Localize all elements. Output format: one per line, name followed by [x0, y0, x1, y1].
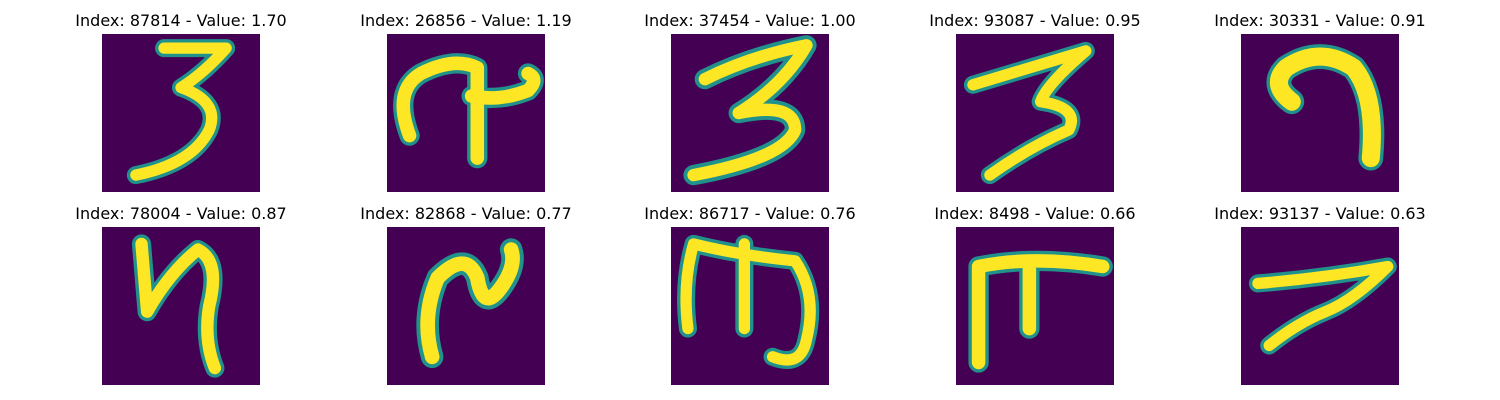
- panel-10: Index: 93137 - Value: 0.63: [1170, 205, 1470, 395]
- digit-image: [956, 34, 1114, 192]
- digit-3-icon: [102, 34, 260, 192]
- panel-title: Index: 87814 - Value: 1.70: [75, 11, 287, 30]
- panel-3: Index: 37454 - Value: 1.00: [600, 12, 900, 202]
- digit-image: [387, 227, 545, 385]
- handwritten-glyph-icon: [671, 227, 829, 385]
- handwritten-glyph-icon: [956, 227, 1114, 385]
- panel-title: Index: 30331 - Value: 0.91: [1214, 11, 1426, 30]
- panel-title: Index: 26856 - Value: 1.19: [360, 11, 572, 30]
- panel-7: Index: 82868 - Value: 0.77: [316, 205, 616, 395]
- panel-title: Index: 37454 - Value: 1.00: [644, 11, 856, 30]
- digit-7-icon: [1241, 227, 1399, 385]
- digit-image: [671, 227, 829, 385]
- handwritten-glyph-icon: [387, 227, 545, 385]
- panel-6: Index: 78004 - Value: 0.87: [31, 205, 331, 395]
- panel-8: Index: 86717 - Value: 0.76: [600, 205, 900, 395]
- panel-1: Index: 87814 - Value: 1.70: [31, 12, 331, 202]
- panel-title: Index: 93137 - Value: 0.63: [1214, 204, 1426, 223]
- panel-title: Index: 82868 - Value: 0.77: [360, 204, 572, 223]
- handwritten-glyph-icon: [102, 227, 260, 385]
- digit-image: [671, 34, 829, 192]
- panel-4: Index: 93087 - Value: 0.95: [885, 12, 1185, 202]
- panel-title: Index: 8498 - Value: 0.66: [934, 204, 1136, 223]
- digit-image: [102, 34, 260, 192]
- panel-title: Index: 86717 - Value: 0.76: [644, 204, 856, 223]
- panel-title: Index: 93087 - Value: 0.95: [929, 11, 1141, 30]
- digit-image: [1241, 227, 1399, 385]
- panel-5: Index: 30331 - Value: 0.91: [1170, 12, 1470, 202]
- digit-image: [102, 227, 260, 385]
- handwritten-glyph-icon: [1241, 34, 1399, 192]
- panel-9: Index: 8498 - Value: 0.66: [885, 205, 1185, 395]
- digit-image: [1241, 34, 1399, 192]
- digit-image: [956, 227, 1114, 385]
- panel-title: Index: 78004 - Value: 0.87: [75, 204, 287, 223]
- digit-3-icon: [956, 34, 1114, 192]
- digit-3-icon: [671, 34, 829, 192]
- digit-image: [387, 34, 545, 192]
- panel-2: Index: 26856 - Value: 1.19: [316, 12, 616, 202]
- handwritten-glyph-icon: [387, 34, 545, 192]
